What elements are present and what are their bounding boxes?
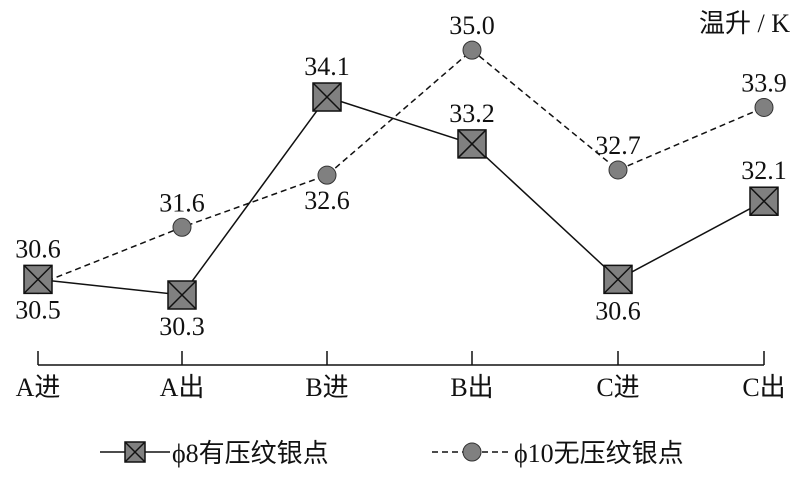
data-label: 33.9 [741, 68, 787, 97]
legend-label: ϕ10无压纹银点 [514, 439, 684, 468]
data-point-cross [167, 280, 197, 310]
data-label: 30.6 [595, 296, 641, 325]
data-label: 35.0 [449, 11, 495, 40]
series-line [37, 96, 765, 296]
x-tick-label: B出 [450, 373, 493, 402]
data-label: 33.2 [449, 99, 495, 128]
legend-marker-circle [462, 442, 482, 462]
x-tick-label: A进 [16, 373, 61, 402]
data-point-cross [749, 186, 779, 216]
data-label: 32.6 [304, 186, 350, 215]
data-label: 31.6 [159, 188, 205, 217]
x-axis: A进 A出 B进 B出 C进 C出 [16, 351, 786, 402]
data-point-circle [462, 40, 482, 60]
data-label: 30.3 [159, 312, 205, 341]
data-point-circle [172, 217, 192, 237]
data-label: 32.1 [741, 156, 787, 185]
series-group: 30.5 31.6 32.6 35.0 32.7 33.9 30.6 30.3 34.1 33.2… [15, 11, 787, 341]
legend-marker-cross [124, 441, 146, 463]
x-tick-label: C进 [596, 373, 639, 402]
x-tick-label: A出 [160, 373, 205, 402]
legend-label: ϕ8有压纹银点 [172, 439, 329, 468]
y-axis-unit-label: 温升 / K [699, 9, 790, 38]
data-point-circle [608, 160, 628, 180]
data-point-cross [23, 264, 53, 294]
x-tick-label: C出 [742, 373, 785, 402]
data-label: 34.1 [304, 52, 350, 81]
data-point-cross [312, 82, 342, 112]
data-point-cross [457, 129, 487, 159]
data-label: 30.5 [15, 296, 61, 325]
x-tick-label: B进 [305, 373, 348, 402]
data-label: 32.7 [595, 131, 641, 160]
series-2: 30.5 31.6 32.6 35.0 32.7 33.9 [15, 11, 787, 324]
data-point-circle [754, 97, 774, 117]
data-point-circle [317, 165, 337, 185]
series-1: 30.6 30.3 34.1 33.2 30.6 32.1 [15, 52, 787, 341]
series-line [37, 49, 765, 286]
data-label: 30.6 [15, 234, 61, 263]
data-point-cross [603, 264, 633, 294]
legend: ϕ8有压纹银点 ϕ10无压纹银点 [100, 439, 684, 468]
